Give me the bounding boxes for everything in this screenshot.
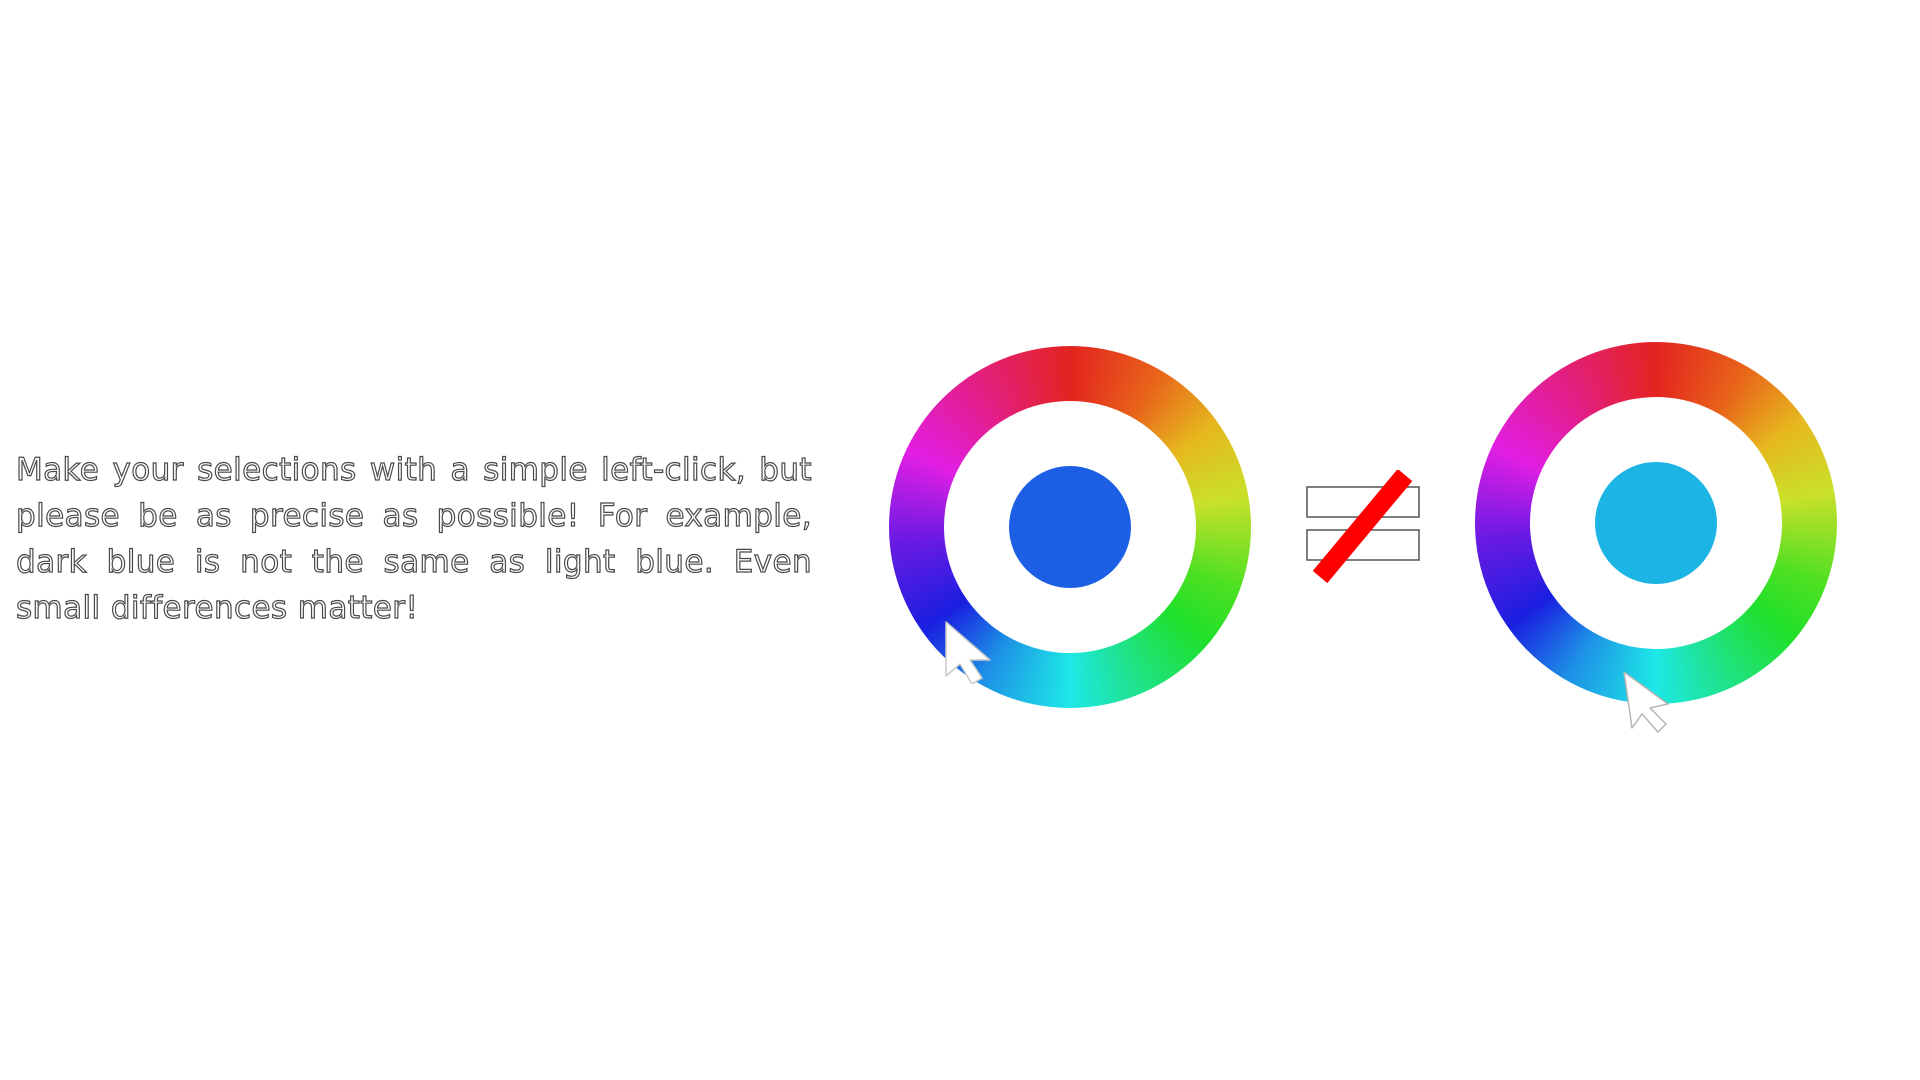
left-selected-color-swatch xyxy=(1009,466,1131,588)
not-equal-icon xyxy=(1306,470,1420,584)
mouse-pointer-icon xyxy=(1623,671,1669,733)
mouse-pointer-icon xyxy=(945,621,991,684)
right-color-wheel xyxy=(1475,342,1837,704)
instruction-text: Make your selections with a simple left-… xyxy=(15,451,812,626)
right-selected-color-swatch xyxy=(1595,462,1717,584)
